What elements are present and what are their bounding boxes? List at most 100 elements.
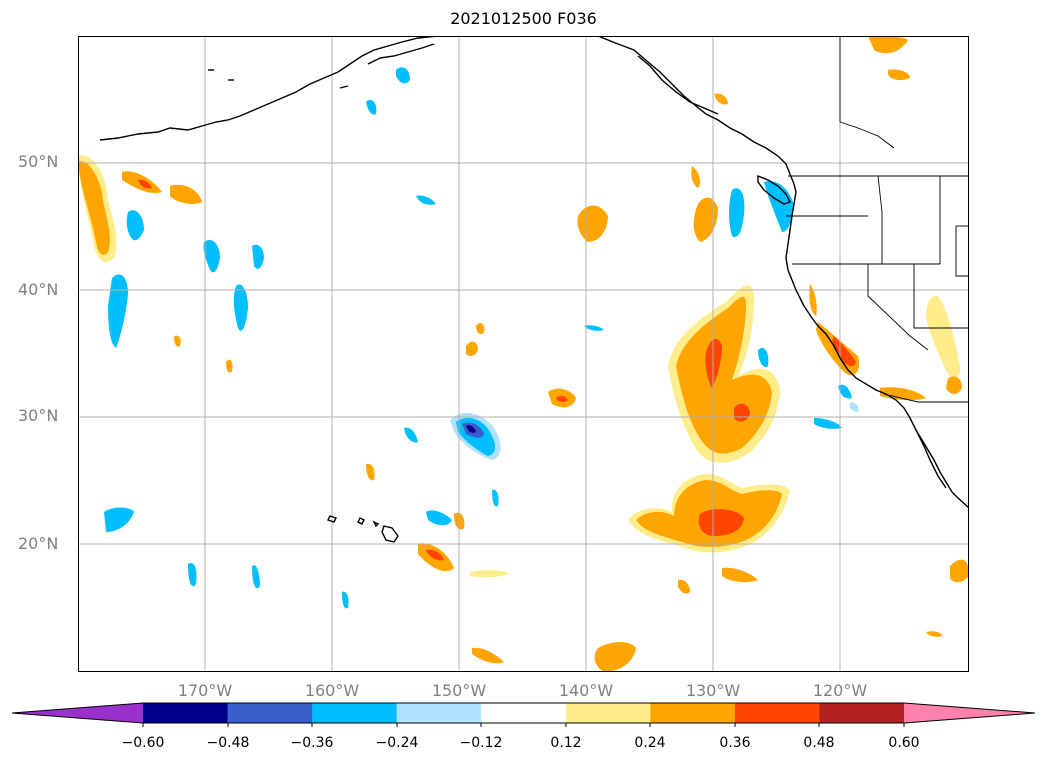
colorbar-tick-label: 0.24: [634, 735, 666, 751]
contour-fill: [888, 69, 910, 81]
contour-fill: [104, 507, 134, 532]
coastlines: [99, 36, 969, 543]
contour-fill: [170, 184, 202, 204]
map-frame: [78, 36, 969, 672]
colorbar-tick-label: 0.60: [888, 735, 920, 751]
longitude-label: 170°W: [177, 681, 233, 700]
contour-fill: [950, 559, 969, 583]
contour-fill: [832, 336, 856, 367]
colorbar-segment: [819, 703, 905, 723]
colorbar-segment: [396, 703, 482, 723]
island: [339, 85, 349, 89]
latitude-label: 50°N: [18, 152, 59, 171]
contour-map: [78, 36, 969, 672]
contour-fill: [396, 67, 410, 84]
contour-fill: [705, 338, 722, 388]
state-border: [877, 175, 883, 264]
colorbar-extend-low: [12, 703, 143, 723]
contour-fill: [722, 567, 758, 583]
colorbar-tick-marks: [142, 723, 905, 727]
alaska-canada-border: [839, 121, 895, 149]
contour-fill: [838, 384, 852, 399]
longitude-label: 130°W: [685, 681, 741, 700]
colorbar-tick-label: −0.48: [206, 735, 250, 751]
contour-fill: [342, 591, 349, 609]
colorbar-segments: [12, 703, 1035, 723]
contour-fill: [678, 579, 690, 594]
hawaii-island: [381, 525, 399, 543]
colorbar-tick-label: −0.12: [459, 735, 503, 751]
latitude-label: 20°N: [18, 534, 59, 553]
contour-fill: [809, 284, 817, 316]
state-border: [913, 264, 969, 329]
contour-fill: [174, 335, 181, 347]
latitude-label: 40°N: [18, 280, 59, 299]
colorbar-tick-label: 0.48: [803, 735, 835, 751]
contour-fill: [868, 36, 908, 54]
map-title: 2021012500 F036: [450, 9, 597, 28]
contour-fill: [466, 341, 478, 357]
contour-fill: [78, 161, 110, 255]
colorbar-tick-label: −0.60: [121, 735, 165, 751]
contour-fill: [584, 325, 604, 331]
contour-fill: [814, 418, 842, 429]
contour-fill: [714, 93, 728, 105]
contour-fill: [758, 347, 769, 368]
colorbar-segment: [565, 703, 651, 723]
hawaii-island: [372, 520, 380, 528]
contour-fill: [472, 647, 504, 664]
panhandle-coast: [597, 36, 797, 193]
colorbar-tick-label: 0.36: [719, 735, 751, 751]
contour-fill: [252, 565, 260, 589]
map-background: [78, 36, 969, 672]
state-border: [867, 264, 929, 351]
colorbar-segment: [650, 703, 736, 723]
alaska-coast: [99, 36, 439, 141]
colorbar: [11, 702, 1036, 727]
contour-fill: [226, 359, 233, 373]
contour-fill: [203, 239, 220, 273]
baja-coast: [915, 429, 947, 489]
latitude-label: 30°N: [18, 406, 59, 425]
colorbar-extend-high: [904, 703, 1035, 723]
hawaii-island: [357, 517, 365, 525]
colorbar-segment: [734, 703, 820, 723]
contour-fill: [492, 489, 499, 507]
contour-fill: [252, 244, 264, 269]
contour-fill: [926, 295, 961, 378]
contour-fill: [233, 284, 248, 331]
alaska-coast: [367, 43, 435, 65]
contour-fill: [556, 395, 568, 403]
colorbar-segment: [481, 703, 567, 723]
colorbar-tick-label: −0.36: [290, 735, 334, 751]
contour-fill: [698, 509, 744, 536]
panhandle-coast: [637, 55, 719, 115]
contour-fill: [691, 166, 700, 188]
contour-fill: [108, 274, 128, 348]
contour-fill: [416, 195, 436, 205]
hawaii-island: [327, 515, 337, 523]
contour-fill: [404, 427, 418, 443]
contour-fill: [470, 569, 510, 578]
island: [757, 174, 791, 205]
longitude-label: 120°W: [812, 681, 868, 700]
contour-fill: [366, 463, 375, 481]
contour-fill: [849, 402, 859, 412]
contour-fill: [138, 179, 152, 189]
contour-fill: [729, 188, 745, 238]
longitude-label: 160°W: [304, 681, 360, 700]
state-border: [955, 226, 969, 277]
colorbar-segment: [312, 703, 398, 723]
us-west-coast: [785, 191, 969, 509]
contour-fill: [946, 376, 962, 394]
contour-fill: [594, 642, 636, 672]
political-borders: [786, 36, 969, 403]
graticule: [78, 36, 969, 672]
contour-fill: [188, 562, 197, 587]
colorbar-tick-label: −0.24: [375, 735, 419, 751]
mexico-border: [883, 393, 969, 403]
contour-fill: [926, 631, 942, 637]
positive-anomaly-fills: [78, 36, 969, 672]
longitude-label: 150°W: [431, 681, 487, 700]
contour-fill: [466, 425, 476, 433]
